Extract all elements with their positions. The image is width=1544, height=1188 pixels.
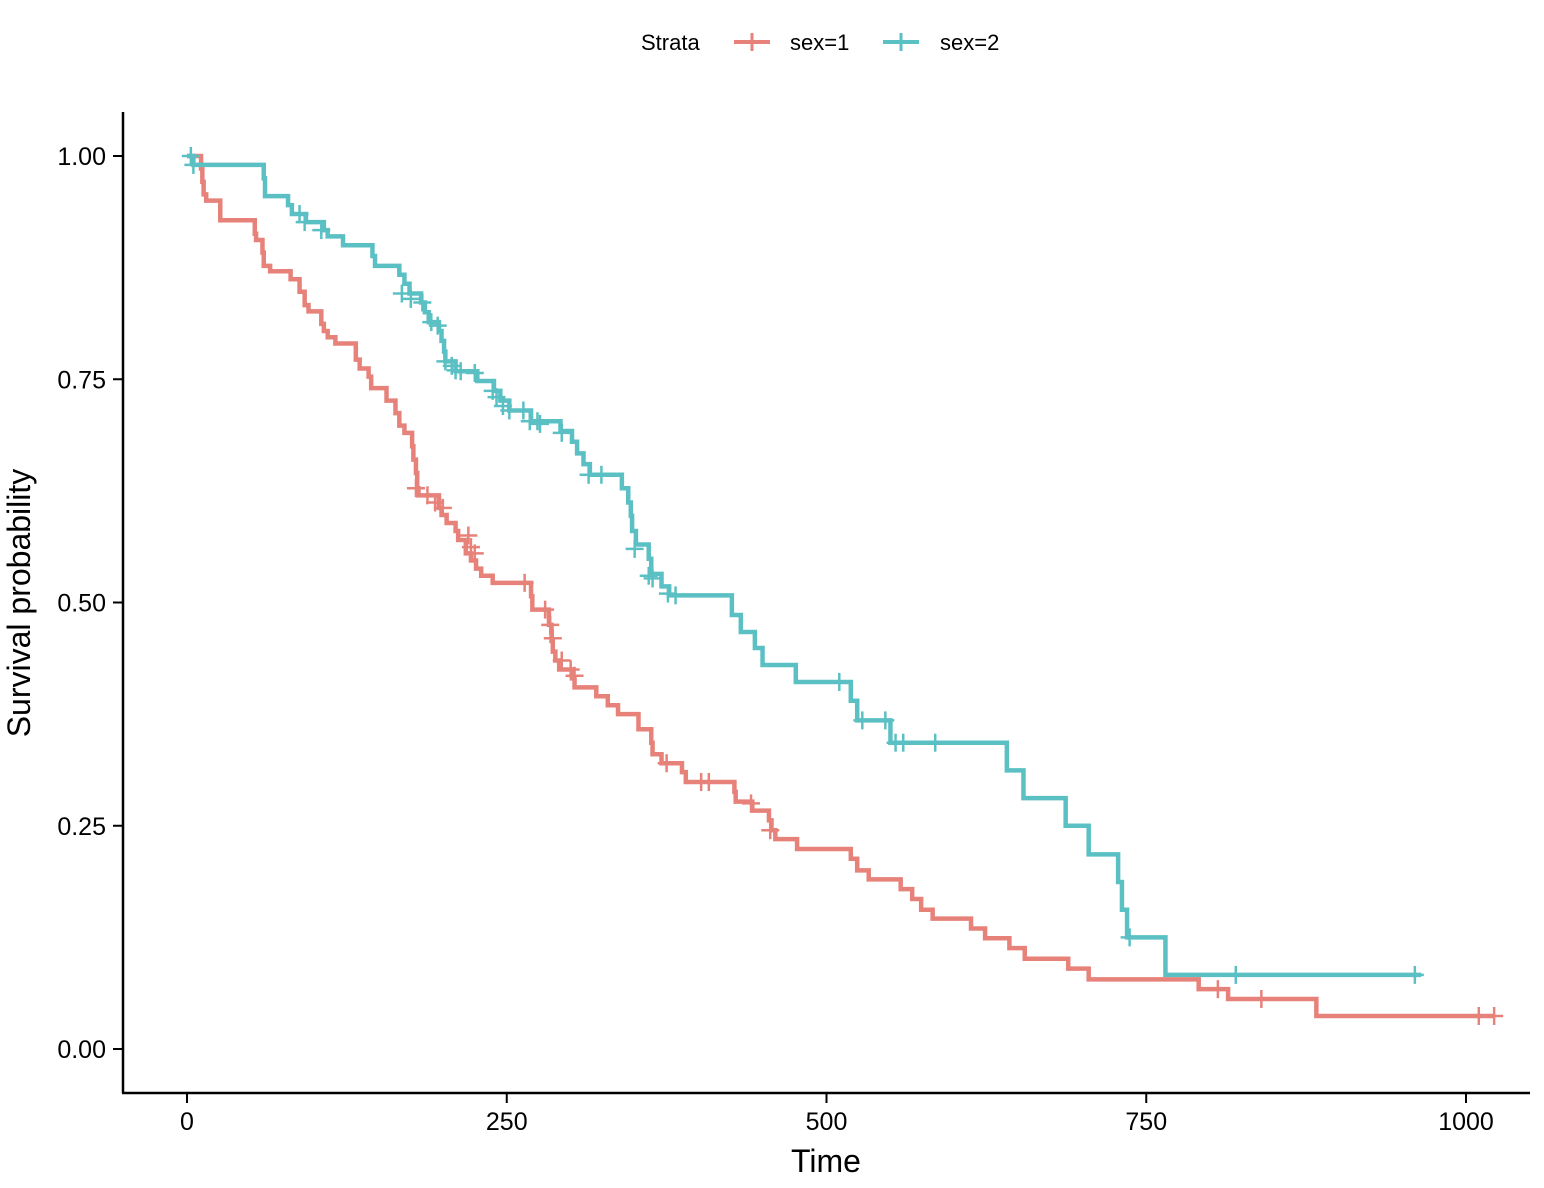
legend-title: Strata [641,30,700,55]
y-tick-label: 0.50 [57,590,106,618]
survival-curve [187,153,1422,978]
x-tick-label: 1000 [1438,1108,1494,1136]
x-tick-label: 750 [1125,1108,1167,1136]
x-axis-title: Time [791,1143,861,1179]
x-tick-label: 0 [180,1108,194,1136]
legend: Strata sex=1 sex=2 [641,30,999,55]
y-tick-label: 1.00 [57,143,106,171]
survival-curve [187,153,1495,1019]
y-tick-label: 0.75 [57,366,106,394]
x-tick-label: 500 [806,1108,848,1136]
series-sex1 [187,153,1504,1025]
legend-entry-sex2: sex=2 [940,30,999,55]
series-layer [181,147,1504,1025]
y-axis-title: Survival probability [1,469,37,738]
ticks: 0 250 500 750 1000 0.00 0.25 0.50 0.75 1.00 [57,143,1493,1136]
y-tick-label: 0.25 [57,813,106,841]
y-tick-label: 0.00 [57,1036,106,1064]
legend-entry-sex1: sex=1 [790,30,849,55]
series-sex2 [181,147,1424,984]
x-tick-label: 250 [486,1108,528,1136]
